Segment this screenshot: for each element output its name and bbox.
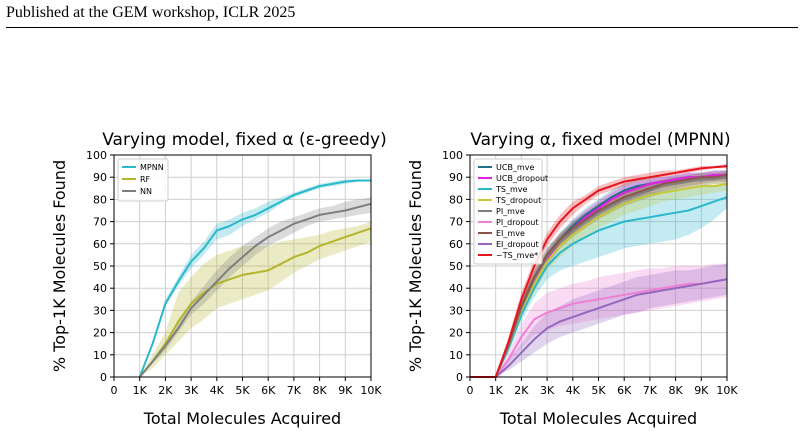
x-axis-label: Total Molecules Acquired xyxy=(499,409,697,428)
x-tick-label: 3K xyxy=(184,384,199,397)
x-tick-label: 8K xyxy=(668,384,683,397)
band-NN xyxy=(139,197,371,377)
legend-label: RF xyxy=(140,175,151,184)
x-tick-label: 7K xyxy=(643,384,658,397)
y-tick-label: 100 xyxy=(442,149,463,162)
y-tick-label: 100 xyxy=(86,149,107,162)
y-axis-label: % Top-1K Molecules Found xyxy=(406,160,425,372)
chart-title: Varying α, fixed model (MPNN) xyxy=(470,130,730,150)
x-tick-label: 9K xyxy=(338,384,353,397)
chart-2: 0 1K 2K 3K 4K 5K 6K 7K 8K 9K 10K 0 10 20 30 40 50 60 70 80 9… xyxy=(406,130,738,428)
legend-label: UCB_dropout xyxy=(496,174,548,183)
chart-title: Varying model, fixed α (ε-greedy) xyxy=(102,130,386,150)
y-tick-label: 0 xyxy=(456,371,463,384)
x-tick-label: 2K xyxy=(514,384,529,397)
series-line--TS-mve- xyxy=(470,165,728,378)
x-tick-label: 8K xyxy=(312,384,327,397)
legend-box xyxy=(473,158,543,265)
y-tick-label: 30 xyxy=(449,304,463,317)
series-line-PI-dropout xyxy=(470,278,728,378)
y-tick-label: 50 xyxy=(93,260,107,273)
series-line-NN xyxy=(138,202,372,378)
y-tick-label: 40 xyxy=(93,282,107,295)
legend-label: PI_mve xyxy=(496,207,525,216)
series-line-RF xyxy=(138,227,372,378)
y-tick-label: 20 xyxy=(93,327,107,340)
header-rule xyxy=(6,27,798,28)
x-tick-label: 2K xyxy=(158,384,173,397)
chart-1: 0 1K 2K 3K 4K 5K 6K 7K 8K 9K 10K 0 10 20 30 40 50 60 70 80 9… xyxy=(50,130,387,428)
legend-label: ~TS_mve* xyxy=(496,251,538,260)
x-axis-label: Total Molecules Acquired xyxy=(143,409,341,428)
band-TS-mve xyxy=(470,183,727,377)
y-tick-label: 20 xyxy=(449,327,463,340)
y-tick-label: 50 xyxy=(449,260,463,273)
page-header: Published at the GEM workshop, ICLR 2025 xyxy=(6,4,296,21)
x-tick-label: 4K xyxy=(566,384,581,397)
legend-label: EI_dropout xyxy=(496,240,539,249)
x-tick-label: 5K xyxy=(235,384,250,397)
x-tick-label: 10K xyxy=(716,384,738,397)
band-MPNN xyxy=(139,179,371,377)
series-line-EI-dropout xyxy=(470,278,728,378)
y-axis-label: % Top-1K Molecules Found xyxy=(50,160,69,372)
series-line-EI-mve xyxy=(470,174,728,378)
legend-label: PI_dropout xyxy=(496,218,538,227)
legend-label: TS_mve xyxy=(495,185,527,194)
band-RF xyxy=(139,221,371,377)
y-tick-label: 80 xyxy=(93,193,107,206)
y-tick-label: 10 xyxy=(449,349,463,362)
legend: MPNN RF NN xyxy=(117,158,169,202)
x-tick-label: 0 xyxy=(467,384,474,397)
x-tick-label: 5K xyxy=(591,384,606,397)
y-tick-label: 70 xyxy=(93,216,107,229)
x-tick-label: 4K xyxy=(210,384,225,397)
y-tick-label: 30 xyxy=(93,304,107,317)
y-tick-label: 90 xyxy=(449,171,463,184)
y-tick-label: 60 xyxy=(449,238,463,251)
y-tick-label: 10 xyxy=(93,349,107,362)
legend-label: TS_dropout xyxy=(495,196,541,205)
x-tick-label: 6K xyxy=(617,384,632,397)
x-tick-label: 7K xyxy=(287,384,302,397)
legend-label: MPNN xyxy=(140,163,164,172)
y-tick-label: 40 xyxy=(449,282,463,295)
x-tick-label: 9K xyxy=(694,384,709,397)
legend-label: UCB_mve xyxy=(496,163,534,172)
x-tick-label: 1K xyxy=(489,384,504,397)
y-tick-label: 70 xyxy=(449,216,463,229)
y-tick-label: 60 xyxy=(93,238,107,251)
legend: UCB_mve UCB_dropout TS_mve TS_dropout PI_mve… xyxy=(473,158,548,265)
x-tick-label: 1K xyxy=(133,384,148,397)
y-tick-label: 80 xyxy=(449,193,463,206)
legend-label: NN xyxy=(140,187,152,196)
x-tick-label: 0 xyxy=(111,384,118,397)
band-EI-dropout xyxy=(470,263,727,377)
band-PI-dropout xyxy=(470,263,727,377)
y-tick-label: 90 xyxy=(93,171,107,184)
x-tick-label: 6K xyxy=(261,384,276,397)
x-tick-label: 3K xyxy=(540,384,555,397)
legend-label: EI_mve xyxy=(496,229,525,238)
x-tick-label: 10K xyxy=(360,384,382,397)
y-tick-label: 0 xyxy=(100,371,107,384)
series-line-MPNN xyxy=(138,179,371,378)
